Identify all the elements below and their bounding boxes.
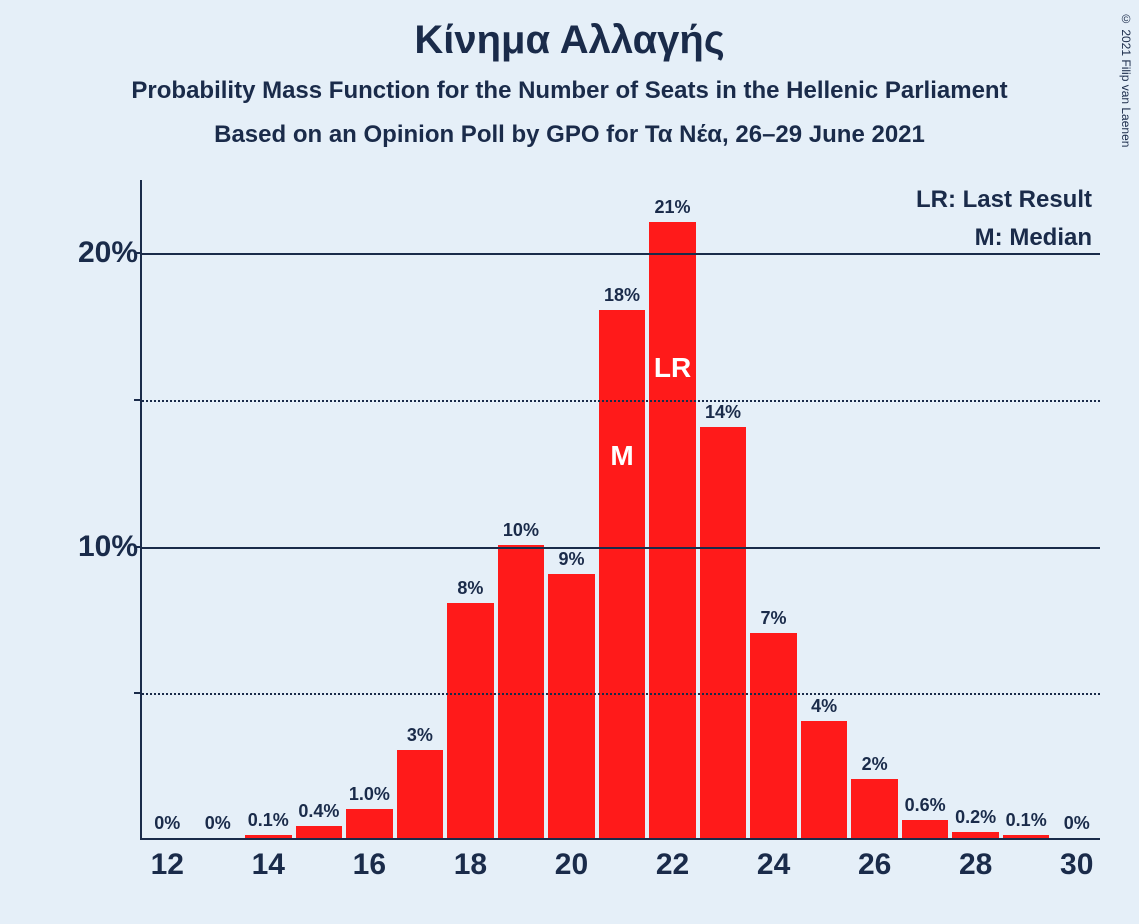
bar-value-label: 0.1%: [1003, 810, 1049, 835]
bar-24: 7%: [750, 633, 796, 838]
y-tick-mark: [134, 399, 142, 401]
chart-subtitle-1: Probability Mass Function for the Number…: [30, 77, 1109, 105]
y-axis-label: 20%: [48, 236, 138, 270]
chart-container: Κίνημα Αλλαγής Probability Mass Function…: [0, 0, 1139, 924]
bar-value-label: 7%: [750, 608, 796, 633]
x-axis-label: 26: [858, 838, 891, 882]
bar-17: 3%: [397, 750, 443, 838]
bar-value-label: 0.2%: [952, 807, 998, 832]
x-axis-label: 14: [252, 838, 285, 882]
bar-22: 21%LR: [649, 222, 695, 838]
x-axis-label: 22: [656, 838, 689, 882]
bar-value-label: 8%: [447, 578, 493, 603]
copyright-text: © 2021 Filip van Laenen: [1119, 12, 1133, 147]
gridline-major: [142, 547, 1100, 549]
bar-value-label: 1.0%: [346, 784, 392, 809]
bar-value-label: 10%: [498, 520, 544, 545]
bar-value-label: 18%: [599, 285, 645, 310]
bar-value-label: 0%: [195, 813, 241, 838]
bar-27: 0.6%: [902, 820, 948, 838]
y-tick-mark: [134, 692, 142, 694]
x-axis-label: 20: [555, 838, 588, 882]
x-axis-label: 16: [353, 838, 386, 882]
bar-value-label: 4%: [801, 696, 847, 721]
bar-16: 1.0%: [346, 809, 392, 838]
gridline-major: [142, 253, 1100, 255]
y-axis-label: 10%: [48, 530, 138, 564]
bar-value-label: 0.6%: [902, 795, 948, 820]
bar-value-label: 0%: [1053, 813, 1099, 838]
chart-area: LR: Last Result M: Median 0%0%0.1%0.4%1.…: [40, 180, 1110, 900]
chart-subtitle-2: Based on an Opinion Poll by GPO for Τα Ν…: [30, 121, 1109, 149]
x-axis-label: 30: [1060, 838, 1093, 882]
plot-area: LR: Last Result M: Median 0%0%0.1%0.4%1.…: [140, 180, 1100, 840]
bar-value-label: 14%: [700, 402, 746, 427]
bar-value-label: 0%: [144, 813, 190, 838]
bar-29: 0.1%: [1003, 835, 1049, 838]
bar-value-label: 2%: [851, 754, 897, 779]
bar-25: 4%: [801, 721, 847, 838]
bars-group: 0%0%0.1%0.4%1.0%3%8%10%9%18%M21%LR14%7%4…: [142, 180, 1100, 838]
bar-20: 9%: [548, 574, 594, 838]
chart-title: Κίνημα Αλλαγής: [30, 18, 1109, 63]
bar-inner-label-m: M: [599, 440, 645, 472]
bar-value-label: 21%: [649, 197, 695, 222]
bar-23: 14%: [700, 427, 746, 838]
bar-value-label: 0.1%: [245, 810, 291, 835]
gridline-minor: [142, 693, 1100, 695]
bar-26: 2%: [851, 779, 897, 838]
x-axis-label: 28: [959, 838, 992, 882]
bar-18: 8%: [447, 603, 493, 838]
x-axis-label: 24: [757, 838, 790, 882]
bar-21: 18%M: [599, 310, 645, 838]
bar-inner-label-lr: LR: [649, 352, 695, 384]
bar-value-label: 0.4%: [296, 801, 342, 826]
bar-value-label: 3%: [397, 725, 443, 750]
x-axis-label: 18: [454, 838, 487, 882]
gridline-minor: [142, 400, 1100, 402]
bar-19: 10%: [498, 545, 544, 838]
bar-15: 0.4%: [296, 826, 342, 838]
x-axis-label: 12: [151, 838, 184, 882]
bar-value-label: 9%: [548, 549, 594, 574]
